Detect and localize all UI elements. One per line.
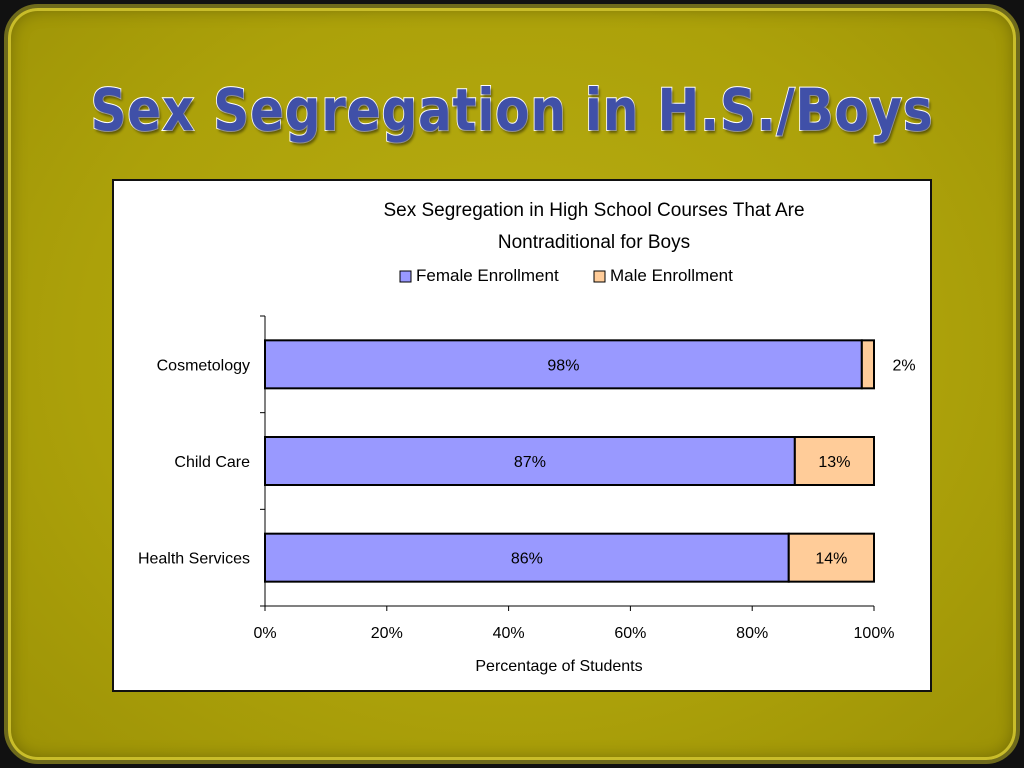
- chart-title-line1: Sex Segregation in High School Courses T…: [383, 200, 804, 221]
- chart-panel: Sex Segregation in High School Courses T…: [112, 179, 932, 692]
- bar-1-series-1: [793, 436, 876, 486]
- bar-chart: Sex Segregation in High School Courses T…: [138, 200, 916, 675]
- x-axis-label: Percentage of Students: [475, 658, 642, 675]
- category-label-1: Child Care: [174, 454, 250, 471]
- legend-swatch-0: [399, 270, 412, 283]
- slide-title: Sex Segregation in H.S./Boys: [90, 75, 934, 145]
- chart-legend: Female Enrollment Male Enrollment: [399, 266, 733, 285]
- x-tick-label-5: 100%: [854, 625, 895, 642]
- x-tick-label-4: 80%: [736, 625, 768, 642]
- data-label-0-series-0: 98%: [547, 357, 579, 374]
- bar-0-series-0: [264, 339, 863, 390]
- bar-2-series-0: [264, 532, 790, 583]
- bar-0-series-1: [860, 339, 876, 390]
- chart-axes: 0% 20% 40% 60% 80% 100%: [253, 315, 895, 642]
- data-label-1-series-0: 87%: [514, 454, 546, 471]
- data-label-0-series-1: 2%: [892, 357, 915, 374]
- chart-title-line2: Nontraditional for Boys: [498, 232, 690, 253]
- data-label-2-series-1: 14%: [815, 551, 847, 568]
- x-tick-label-1: 20%: [371, 625, 403, 642]
- chart-bars: 98% 2% Cosmetology 87% 13% Child Care 86% 14% He…: [138, 339, 916, 583]
- bar-1-series-0: [264, 436, 796, 486]
- x-tick-label-3: 60%: [614, 625, 646, 642]
- legend-label-1: Male Enrollment: [610, 266, 733, 285]
- data-label-1-series-1: 13%: [818, 454, 850, 471]
- data-label-2-series-0: 86%: [511, 551, 543, 568]
- legend-label-0: Female Enrollment: [416, 266, 559, 285]
- x-tick-label-2: 40%: [493, 625, 525, 642]
- x-tick-label-0: 0%: [253, 625, 276, 642]
- category-label-2: Health Services: [138, 551, 250, 568]
- category-label-0: Cosmetology: [157, 357, 250, 374]
- legend-swatch-1: [593, 270, 606, 283]
- bar-2-series-1: [787, 532, 875, 583]
